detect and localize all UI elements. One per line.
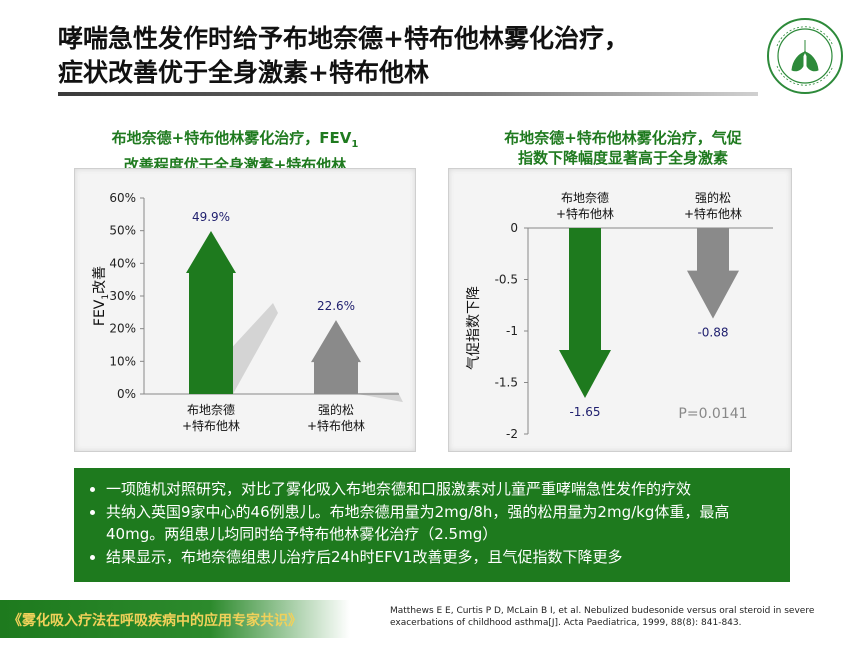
chart-1-y-label-subscript: 1 — [101, 294, 111, 300]
chart-1-arrow-shadow — [314, 392, 403, 403]
chart-1-value-label: 22.6% — [317, 299, 355, 313]
chart-1-y-axis-label: FEV1改善 — [92, 266, 111, 326]
chart-2-value-label: -1.65 — [569, 405, 600, 419]
society-logo — [767, 18, 843, 94]
footer-bar — [0, 600, 350, 638]
chart-2-y-tick-label: -0.5 — [495, 273, 518, 287]
chart-2-value-label: -0.88 — [697, 326, 728, 340]
chart-2-title: 布地奈德+特布他林雾化治疗，气促 指数下降幅度显著高于全身激素 — [448, 128, 798, 168]
summary-item-2: 共纳入英国9家中心的46例患儿。布地奈德用量为2mg/8h，强的松用量为2mg/… — [106, 501, 776, 545]
chart-1-category-label: 强的松 — [318, 402, 354, 417]
chart-1-title-line-1: 布地奈德+特布他林雾化治疗，FEV — [111, 129, 352, 147]
chart-1-y-tick-label: 50% — [109, 224, 136, 238]
summary-list: 一项随机对照研究，对比了雾化吸入布地奈德和口服激素对儿童严重哮喘急性发作的疗效 … — [88, 478, 776, 568]
chart-1-y-tick-label: 10% — [109, 354, 136, 368]
chart-1-y-tick-label: 20% — [109, 322, 136, 336]
chart-2-category-label: 布地奈德 — [561, 190, 609, 205]
summary-item-1: 一项随机对照研究，对比了雾化吸入布地奈德和口服激素对儿童严重哮喘急性发作的疗效 — [106, 478, 776, 500]
budesonide-arrow — [186, 230, 236, 394]
chart-2-panel — [448, 168, 792, 452]
study-summary-box: 一项随机对照研究，对比了雾化吸入布地奈德和口服激素对儿童严重哮喘急性发作的疗效 … — [74, 468, 790, 582]
chart-2-title-line-2: 指数下降幅度显著高于全身激素 — [517, 149, 728, 167]
chart-1-y-tick-label: 0% — [117, 387, 136, 401]
summary-item-3: 结果显示，布地奈德组患儿治疗后24h时EFV1改善更多，且气促指数下降更多 — [106, 546, 776, 568]
chart-1-y-label-tail: 改善 — [92, 266, 108, 294]
chart-1-title-subscript: 1 — [351, 139, 359, 150]
chart-1-value-label: 49.9% — [192, 210, 230, 224]
p-value-annotation: P=0.0141 — [678, 406, 747, 422]
prednisone-arrow — [687, 228, 739, 319]
reference-citation: Matthews E E, Curtis P D, McLain B I, et… — [390, 606, 815, 628]
chart-2-y-tick-label: -1 — [506, 324, 518, 338]
chart-2-y-tick-label: -1.5 — [495, 376, 518, 390]
chart-1-category-label: 布地奈德 — [187, 402, 235, 417]
chart-2-y-tick-label: 0 — [510, 221, 518, 235]
chart-1-y-tick-label: 30% — [109, 289, 136, 303]
chart-2-category-label: +特布他林 — [684, 206, 742, 221]
page-title-line-1: 哮喘急性发作时给予布地奈德+特布他林雾化治疗， — [58, 24, 629, 53]
prednisone-arrow — [311, 320, 361, 394]
chart-1-panel — [74, 168, 416, 452]
chart-1-y-tick-label: 60% — [109, 191, 136, 205]
chart-2-y-axis-label: 气促指数下降 — [466, 286, 482, 370]
page-title: 哮喘急性发作时给予布地奈德+特布他林雾化治疗， 症状改善优于全身激素+特布他林 — [58, 22, 698, 90]
chart-1-category-label: +特布他林 — [307, 418, 365, 433]
chart-1-category-label: +特布他林 — [182, 418, 240, 433]
footer-source-title: 《雾化吸入疗法在呼吸疾病中的应用专家共识》 — [8, 613, 302, 629]
fev1-chart: 0%10%20%30%40%50%60%FEV1改善49.9%布地奈德+特布他林… — [92, 191, 403, 433]
budesonide-arrow — [559, 228, 611, 398]
chart-2-title-line-1: 布地奈德+特布他林雾化治疗，气促 — [504, 129, 742, 147]
breathlessness-chart: 0-0.5-1-1.5-2气促指数下降-1.65布地奈德+特布他林-0.88强的… — [466, 190, 773, 441]
chart-1-y-tick-label: 40% — [109, 256, 136, 270]
chart-2-y-tick-label: -2 — [506, 427, 518, 441]
title-underline — [58, 92, 758, 96]
chart-1-y-label-main: FEV — [92, 299, 108, 326]
chart-2-category-label: +特布他林 — [556, 206, 614, 221]
page-title-line-2: 症状改善优于全身激素+特布他林 — [58, 58, 429, 87]
chart-2-category-label: 强的松 — [695, 190, 731, 205]
